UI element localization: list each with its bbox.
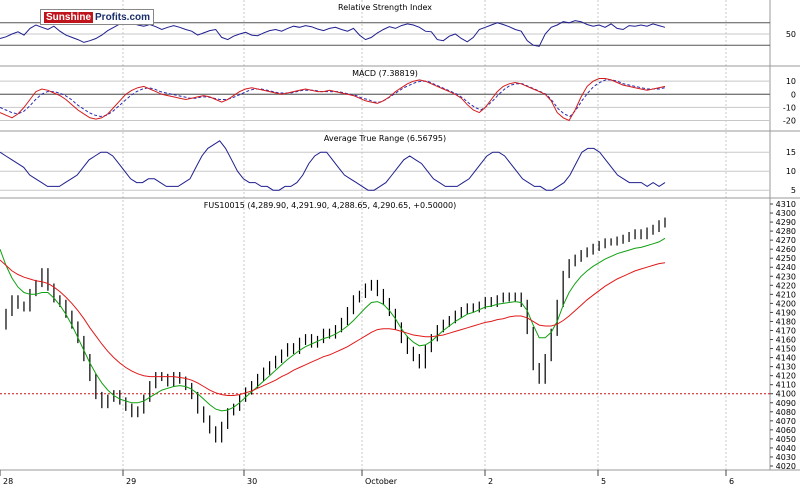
rsi-y-tick-label: 50 <box>786 30 796 39</box>
x-tick-label: 6 <box>729 477 734 486</box>
logo-part-2: Profits.com <box>95 11 151 23</box>
brand-logo: Sunshine Profits.com <box>40 9 155 25</box>
price-y-tick-label: 4170 <box>776 326 796 335</box>
rsi-title: Relative Strength Index <box>338 3 432 12</box>
price-y-tick-label: 4060 <box>776 426 796 435</box>
x-tick-label: 2 <box>488 477 493 486</box>
macd-y-tick-label: -10 <box>783 103 796 112</box>
macd-y-tick-label: 0 <box>791 90 796 99</box>
price-y-tick-label: 4030 <box>776 453 796 462</box>
macd-signal-line <box>0 79 666 118</box>
price-y-tick-label: 4290 <box>776 218 796 227</box>
price-y-tick-label: 4200 <box>776 299 796 308</box>
atr-line <box>0 140 666 191</box>
ma-short-line <box>0 237 666 412</box>
price-y-tick-label: 4260 <box>776 245 796 254</box>
atr-y-tick-label: 10 <box>786 167 796 176</box>
price-y-tick-label: 4050 <box>776 435 796 444</box>
price-y-tick-label: 4070 <box>776 417 796 426</box>
price-y-tick-label: 4090 <box>776 399 796 408</box>
macd-y-tick-label: 10 <box>786 77 796 86</box>
x-tick-label: October <box>365 477 398 486</box>
price-y-tick-label: 4020 <box>776 462 796 471</box>
price-y-tick-label: 4240 <box>776 263 796 272</box>
x-tick-label: 29 <box>126 477 136 486</box>
price-y-tick-label: 4040 <box>776 444 796 453</box>
price-y-tick-label: 4210 <box>776 290 796 299</box>
price-y-tick-label: 4230 <box>776 272 796 281</box>
price-y-tick-label: 4120 <box>776 372 796 381</box>
price-y-tick-label: 4180 <box>776 317 796 326</box>
price-y-tick-label: 4310 <box>776 200 796 209</box>
price-y-tick-label: 4300 <box>776 209 796 218</box>
logo-part-1: Sunshine <box>44 11 94 23</box>
price-y-tick-label: 4100 <box>776 390 796 399</box>
price-title: FUS10015 (4,289.90, 4,291.90, 4,288.65, … <box>204 201 456 210</box>
price-y-tick-label: 4140 <box>776 354 796 363</box>
price-y-tick-label: 4130 <box>776 363 796 372</box>
price-y-tick-label: 4220 <box>776 281 796 290</box>
x-tick-label: 30 <box>247 477 257 486</box>
ma-long-line <box>0 259 666 396</box>
atr-title: Average True Range (6.56795) <box>324 134 446 143</box>
price-y-tick-label: 4270 <box>776 236 796 245</box>
price-y-tick-label: 4250 <box>776 254 796 263</box>
price-y-tick-label: 4150 <box>776 345 796 354</box>
macd-y-tick-label: -20 <box>783 116 796 125</box>
price-y-tick-label: 4280 <box>776 227 796 236</box>
price-y-tick-label: 4110 <box>776 381 796 390</box>
rsi-line <box>0 20 666 47</box>
atr-y-tick-label: 5 <box>791 186 796 195</box>
atr-y-tick-label: 15 <box>786 148 796 157</box>
price-y-tick-label: 4080 <box>776 408 796 417</box>
x-tick-label: 5 <box>601 477 606 486</box>
price-y-tick-label: 4190 <box>776 308 796 317</box>
price-y-tick-label: 4160 <box>776 336 796 345</box>
macd-line <box>0 78 666 122</box>
macd-title: MACD (7.38819) <box>352 69 418 78</box>
x-tick-label: 28 <box>3 477 13 486</box>
